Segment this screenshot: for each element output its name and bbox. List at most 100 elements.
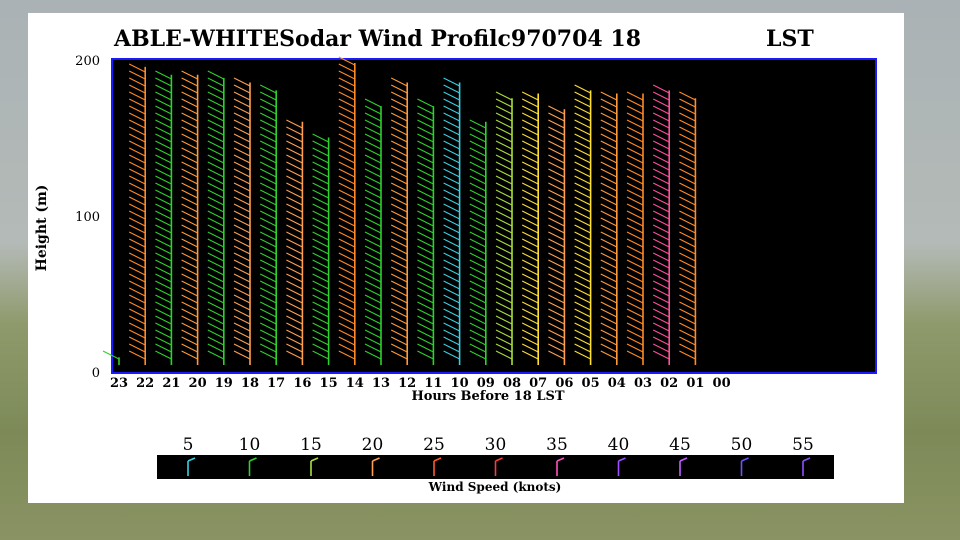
- wind-barb: [443, 231, 460, 241]
- wind-barb: [548, 140, 565, 150]
- x-tick-label: 11: [424, 376, 442, 391]
- wind-barb: [626, 231, 644, 241]
- wind-barb: [128, 273, 146, 283]
- wind-barb: [679, 147, 696, 157]
- wind-barb: [443, 294, 460, 304]
- wind-barb: [548, 175, 565, 185]
- wind-barb: [128, 336, 146, 346]
- wind-barb: [312, 329, 329, 339]
- wind-barb: [233, 196, 251, 206]
- legend-flag: [556, 457, 565, 476]
- figure-panel: ABLE-WHITESodar Wind Profilc970704 18 LS…: [28, 13, 904, 503]
- wind-barb: [390, 112, 408, 122]
- wind-barb: [181, 70, 198, 80]
- wind-barb: [469, 280, 487, 290]
- wind-barb: [207, 231, 225, 241]
- wind-barb: [155, 126, 172, 136]
- wind-barb: [417, 322, 434, 332]
- wind-barb: [469, 210, 487, 220]
- wind-barb: [233, 91, 251, 101]
- wind-barb: [548, 245, 565, 255]
- wind-barb: [338, 231, 356, 241]
- wind-barb: [548, 203, 565, 213]
- wind-barb: [521, 189, 539, 199]
- wind-barb: [521, 245, 539, 255]
- wind-barb: [128, 126, 146, 136]
- x-tick-label: 04: [608, 376, 626, 391]
- wind-barb: [574, 168, 591, 178]
- wind-barb: [521, 133, 539, 143]
- wind-barb: [679, 203, 696, 213]
- wind-barb: [233, 154, 251, 164]
- wind-barb: [495, 168, 513, 178]
- wind-barb: [155, 231, 172, 241]
- wind-barb: [521, 238, 539, 248]
- wind-barb: [417, 154, 434, 164]
- wind-barb: [207, 210, 225, 220]
- wind-barb: [443, 84, 460, 94]
- wind-barb: [417, 308, 434, 318]
- wind-barb: [495, 154, 513, 164]
- wind-barb: [390, 252, 408, 262]
- wind-barb: [233, 259, 251, 269]
- wind-barb: [443, 168, 460, 178]
- wind-barb: [521, 182, 539, 192]
- wind-barb: [548, 133, 565, 143]
- wind-barb: [338, 329, 356, 339]
- wind-barb: [155, 259, 172, 269]
- wind-barb: [495, 203, 513, 213]
- wind-barb: [443, 119, 460, 129]
- wind-barb: [338, 140, 356, 150]
- wind-barb: [390, 105, 408, 115]
- wind-barb: [679, 238, 696, 248]
- wind-barb: [574, 273, 591, 283]
- wind-barb: [521, 203, 539, 213]
- wind-barb: [443, 224, 460, 234]
- wind-barb: [443, 301, 460, 311]
- wind-barb: [390, 91, 408, 101]
- wind-barb: [417, 175, 434, 185]
- wind-barb: [286, 287, 303, 297]
- wind-barb: [364, 119, 382, 129]
- wind-barb: [128, 343, 146, 353]
- wind-barb: [626, 168, 644, 178]
- wind-barb: [417, 343, 434, 353]
- wind-barb: [233, 224, 251, 234]
- wind-barb: [181, 301, 198, 311]
- wind-barb: [495, 182, 513, 192]
- wind-barb: [390, 168, 408, 178]
- wind-barb: [443, 217, 460, 227]
- wind-barb: [574, 133, 591, 143]
- wind-barb: [155, 329, 172, 339]
- wind-barb: [364, 196, 382, 206]
- wind-barb: [600, 294, 618, 304]
- wind-barb: [338, 273, 356, 283]
- wind-barb: [364, 133, 382, 143]
- wind-barb: [259, 238, 277, 248]
- wind-barb: [652, 154, 670, 164]
- wind-barb: [207, 147, 225, 157]
- barb-column: [233, 77, 251, 365]
- wind-barb: [128, 322, 146, 332]
- wind-barb: [155, 224, 172, 234]
- wind-barb: [626, 182, 644, 192]
- wind-barb: [155, 273, 172, 283]
- wind-barb: [679, 217, 696, 227]
- wind-barb: [207, 126, 225, 136]
- wind-barb: [652, 343, 670, 353]
- legend-speed-label: 5: [183, 435, 194, 455]
- wind-barb: [181, 343, 198, 353]
- barb-column: [600, 91, 618, 365]
- wind-barb: [679, 315, 696, 325]
- wind-barb: [600, 350, 618, 360]
- wind-barb: [259, 315, 277, 325]
- wind-barb: [521, 231, 539, 241]
- wind-barb: [207, 133, 225, 143]
- wind-barb: [600, 119, 618, 129]
- wind-barb: [548, 224, 565, 234]
- wind-barb: [574, 119, 591, 129]
- wind-barb: [207, 224, 225, 234]
- wind-barb: [652, 329, 670, 339]
- wind-barb: [548, 252, 565, 262]
- wind-barb: [155, 238, 172, 248]
